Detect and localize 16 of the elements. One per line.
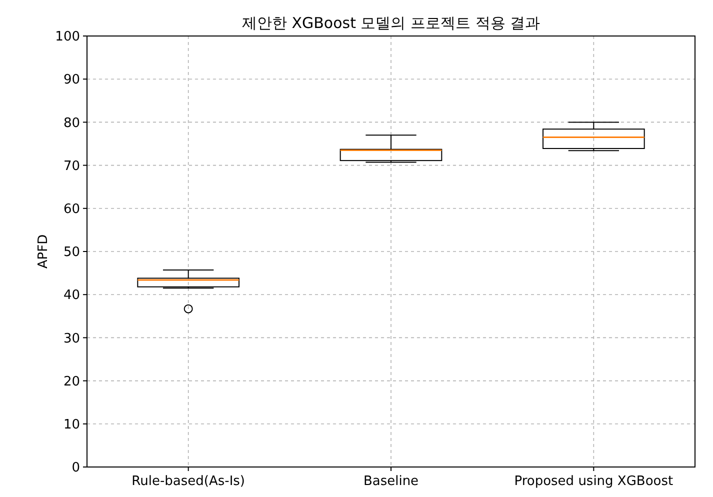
y-tick-label: 30 <box>63 331 80 346</box>
y-tick-label: 40 <box>63 288 80 304</box>
y-tick-label: 0 <box>72 460 80 476</box>
y-tick-label: 100 <box>55 30 80 45</box>
y-tick-label: 50 <box>63 245 80 260</box>
y-tick-label: 20 <box>63 374 80 390</box>
y-tick-label: 70 <box>63 158 80 174</box>
y-tick-label: 90 <box>63 72 80 88</box>
y-tick-label: 10 <box>63 417 80 432</box>
y-axis-title: APFD <box>36 234 51 269</box>
x-tick-label: Rule-based(As-Is) <box>132 474 246 489</box>
x-tick-label: Baseline <box>363 474 419 489</box>
chart-title: 제안한 XGBoost 모델의 프로젝트 적용 결과 <box>242 14 540 32</box>
x-tick-label: Proposed using XGBoost <box>514 474 674 489</box>
y-tick-label: 80 <box>63 116 80 131</box>
y-tick-label: 60 <box>63 202 80 217</box>
